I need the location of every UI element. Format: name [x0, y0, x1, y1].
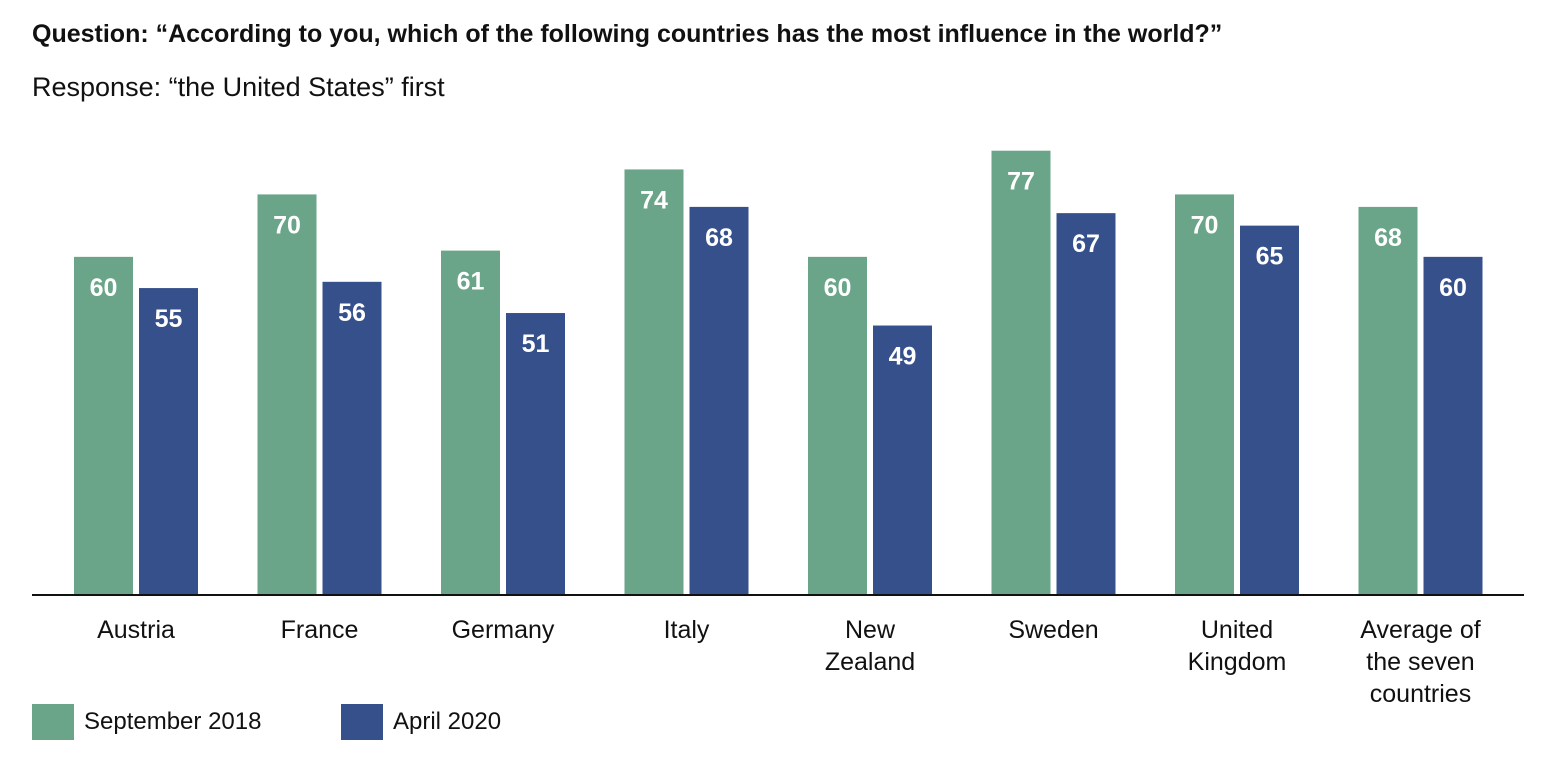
- bar: [1056, 213, 1116, 594]
- value-label: 70: [273, 211, 301, 239]
- category-label: Italy: [664, 616, 710, 644]
- legend-swatch-blue: [341, 704, 383, 740]
- category-label: Average of: [1360, 616, 1481, 644]
- bar: [808, 256, 867, 594]
- category-label: United: [1201, 616, 1273, 644]
- category-label: countries: [1370, 680, 1471, 708]
- category-label: Sweden: [1008, 616, 1098, 644]
- value-label: 67: [1072, 230, 1100, 258]
- category-label: New: [845, 616, 896, 644]
- bar: [322, 281, 382, 594]
- category-label: France: [281, 616, 359, 644]
- bar: [1175, 194, 1234, 594]
- bar: [1358, 206, 1418, 594]
- legend-item-sep-2018: September 2018: [32, 704, 261, 740]
- value-label: 74: [640, 186, 668, 214]
- bar: [991, 150, 1051, 594]
- legend-item-apr-2020: April 2020: [341, 704, 501, 740]
- legend-label: April 2020: [393, 708, 502, 735]
- value-label: 68: [1374, 224, 1402, 252]
- value-label: 61: [457, 268, 485, 296]
- bar: [506, 313, 565, 594]
- legend-label: September 2018: [84, 708, 262, 735]
- value-label: 49: [889, 343, 917, 371]
- chart-subtitle: Response: “the United States” first: [32, 72, 445, 102]
- value-label: 60: [1439, 274, 1467, 302]
- value-label: 77: [1007, 168, 1035, 196]
- category-label: Austria: [97, 616, 175, 644]
- legend-swatch-green: [32, 704, 74, 740]
- chart-title: Question: “According to you, which of th…: [32, 20, 1223, 48]
- value-label: 56: [338, 299, 366, 327]
- value-label: 55: [155, 305, 183, 333]
- bar: [689, 206, 749, 594]
- category-label: Germany: [452, 616, 555, 644]
- value-label: 70: [1191, 211, 1219, 239]
- value-label: 65: [1256, 243, 1284, 271]
- value-label: 60: [824, 274, 852, 302]
- bar: [873, 325, 932, 594]
- category-label: the seven: [1366, 648, 1474, 676]
- value-label: 68: [705, 224, 733, 252]
- value-label: 51: [522, 330, 550, 358]
- bar: [257, 194, 317, 594]
- bar: [1240, 225, 1299, 594]
- bar: [139, 288, 198, 594]
- category-label: Zealand: [825, 648, 915, 676]
- bar: [1423, 256, 1483, 594]
- bar: [441, 250, 500, 594]
- bar: [624, 169, 684, 594]
- bar: [74, 256, 133, 594]
- category-label: Kingdom: [1188, 648, 1287, 676]
- value-label: 60: [90, 274, 118, 302]
